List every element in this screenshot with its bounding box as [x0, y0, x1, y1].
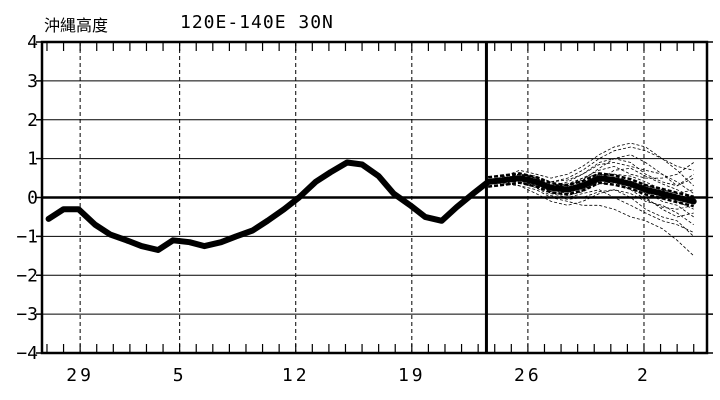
ensemble-member-line [488, 162, 694, 187]
ensemble-member-line [488, 181, 694, 257]
ensemble-member-line [488, 181, 694, 237]
ensemble-band-lower [487, 181, 694, 208]
ensemble-member-line [488, 181, 694, 226]
ensemble-member-line [487, 154, 694, 187]
ensemble-members-layer [487, 142, 694, 257]
y-tick-label: 1 [27, 149, 38, 170]
y-tick-label: −1 [16, 226, 38, 247]
observed-series-layer [45, 159, 492, 253]
x-tick-label: 5 [173, 365, 187, 386]
ensemble-member-line [487, 142, 694, 187]
chart-title: 沖縄高度 [44, 16, 109, 35]
ensemble-band-upper [487, 172, 694, 198]
y-tick-label: −4 [16, 343, 38, 364]
axes-layer [40, 40, 709, 355]
x-tick-label: 26 [514, 365, 542, 386]
ensemble-member-line [488, 177, 694, 218]
y-tick-label: −2 [16, 265, 38, 286]
x-tick-label: 19 [398, 365, 426, 386]
observed-line [45, 159, 492, 253]
y-tick-label: 3 [27, 71, 38, 92]
plot-frame [40, 40, 709, 355]
x-tick-label: 2 [637, 365, 651, 386]
x-tick-label: 12 [282, 365, 310, 386]
ensemble-mean-layer [485, 175, 697, 205]
x-tick-label: 29 [66, 365, 94, 386]
y-tick-label: 0 [27, 188, 38, 209]
y-tick-label: 4 [27, 32, 38, 53]
ensemble-member-line [488, 179, 694, 233]
ensemble-member-line [488, 158, 694, 187]
y-tick-label: −3 [16, 304, 38, 325]
y-tick-label: 2 [27, 110, 38, 131]
chart-subtitle: 120E-140E 30N [180, 12, 334, 33]
grid-layer [42, 42, 707, 353]
ensemble-mean-line [485, 175, 697, 205]
